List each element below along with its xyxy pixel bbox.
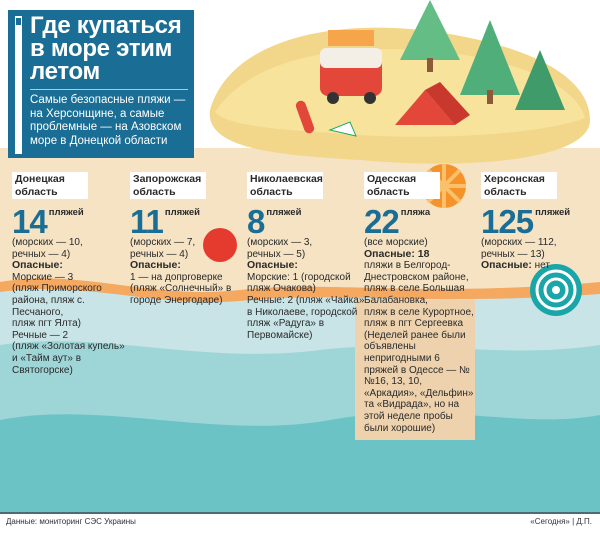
region-kherson: Херсонская область 125 пляжей (морских — … xyxy=(481,172,599,272)
breakdown: (морских — 10, речных — 4) xyxy=(12,237,83,260)
breakdown: (морских — 3, речных — 5) xyxy=(247,237,313,260)
dangerous-list: 1 — на допproверке (пляж «Солнечный» в г… xyxy=(130,271,232,306)
tree-icon xyxy=(515,50,565,110)
dangerous-label: Опасные: xyxy=(130,259,181,272)
page-title: Где купаться в море этим летом xyxy=(30,12,182,85)
region-mykolaiv: Николаевская область 8 пляжей (морских — … xyxy=(247,172,365,341)
dangerous-label: Опасные: xyxy=(247,259,298,272)
footer-divider xyxy=(0,512,600,514)
breakdown: (все морские) xyxy=(364,237,428,248)
dangerous-list: Морские — 3 (пляж Приморского района, пл… xyxy=(12,271,125,376)
region-name: Донецкая область xyxy=(12,172,88,199)
red-umbrella-icon xyxy=(203,228,237,262)
breakdown: (морских — 7, речных — 4) xyxy=(130,237,196,260)
title-box: Где купаться в море этим летом Самые без… xyxy=(8,10,194,158)
dangerous-list: пляжи в Белгород-Днестровском районе, пл… xyxy=(364,260,474,434)
beach-count: 11 xyxy=(130,203,164,240)
beach-unit: пляжей xyxy=(48,207,84,218)
dangerous-label: Опасные: xyxy=(481,259,532,272)
region-name: Запорожская область xyxy=(130,172,206,199)
region-odesa: Одесская область 22 пляжа (все морские) О… xyxy=(364,172,476,434)
odessa-highlight xyxy=(355,300,475,440)
region-name: Херсонская область xyxy=(481,172,557,199)
dangerous-label: Опасные: 18 xyxy=(364,247,430,260)
tree-icon xyxy=(400,0,460,60)
island-illustration xyxy=(209,0,590,164)
source-note: Данные: мониторинг СЭС Украины xyxy=(6,517,136,526)
beach-unit: пляжей xyxy=(535,207,571,218)
beach-unit: пляжа xyxy=(400,207,431,218)
beach-unit: пляжей xyxy=(266,207,302,218)
dangerous-list: нет xyxy=(534,260,550,272)
region-zaporizhzhia: Запорожская область 11 пляжей (морских — … xyxy=(130,172,248,307)
dangerous-label: Опасные: xyxy=(12,259,63,272)
subtitle: Самые безопасные пляжи — на Херсонщине, … xyxy=(30,94,186,147)
beach-count: 125 xyxy=(481,203,534,240)
tree-icon xyxy=(460,20,520,95)
beach-count: 22 xyxy=(364,203,400,240)
region-donetsk: Донецкая область 14 пляжей (морских — 10,… xyxy=(12,172,130,376)
teal-umbrella-icon xyxy=(530,264,582,316)
beach-count: 14 xyxy=(12,203,48,240)
beach-unit: пляжей xyxy=(164,207,200,218)
region-name: Одесская область xyxy=(364,172,440,199)
credit: «Сегодня» | Д.П. xyxy=(530,517,592,526)
tent-icon xyxy=(395,90,455,125)
dangerous-list: Морские: 1 (городской пляж Очакова) Речн… xyxy=(247,271,365,341)
beach-count: 8 xyxy=(247,203,265,240)
region-name: Николаевская область xyxy=(247,172,323,199)
breakdown: (морских — 112, речных — 13) xyxy=(481,237,557,260)
